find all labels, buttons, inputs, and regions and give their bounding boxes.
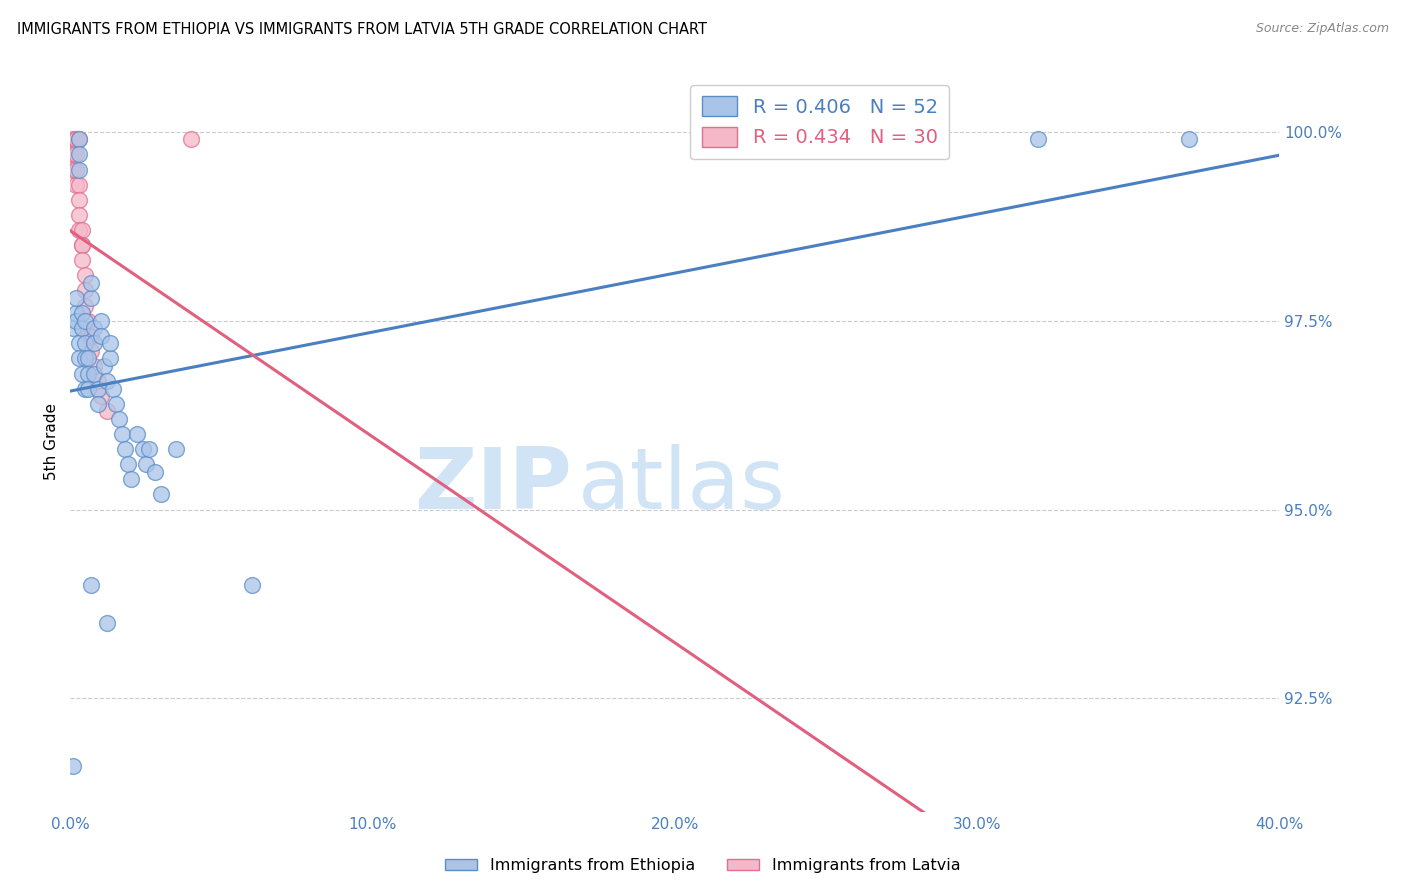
Point [65, 313, 87, 327]
Point [1026, 132, 1049, 146]
Point [111, 427, 134, 442]
Point [72, 367, 94, 381]
Point [67, 132, 90, 146]
Point [125, 427, 148, 442]
Point [67, 351, 90, 366]
Point [86, 374, 108, 388]
Point [65, 306, 87, 320]
Point [135, 457, 157, 471]
Point [62, 147, 84, 161]
Point [120, 472, 142, 486]
Point [75, 382, 97, 396]
Point [80, 291, 103, 305]
Point [65, 132, 87, 146]
Point [75, 351, 97, 366]
Point [138, 442, 160, 456]
Point [90, 328, 111, 343]
Point [77, 328, 100, 343]
Point [93, 359, 115, 373]
Point [77, 382, 100, 396]
Point [83, 321, 105, 335]
Point [150, 487, 172, 501]
Point [62, 147, 84, 161]
Point [117, 457, 139, 471]
Point [80, 276, 103, 290]
Point [75, 299, 97, 313]
Point [83, 359, 105, 373]
Legend: R = 0.406   N = 52, R = 0.434   N = 30: R = 0.406 N = 52, R = 0.434 N = 30 [690, 85, 949, 159]
Point [98, 351, 121, 366]
Point [240, 578, 263, 592]
Point [80, 343, 103, 358]
Point [72, 223, 94, 237]
Text: atlas: atlas [578, 444, 786, 527]
Point [180, 132, 202, 146]
Text: ZIP: ZIP [415, 444, 572, 527]
Point [72, 238, 94, 252]
Point [65, 162, 87, 177]
Point [62, 321, 84, 335]
Point [67, 178, 90, 192]
Point [72, 321, 94, 335]
Point [62, 132, 84, 146]
Text: IMMIGRANTS FROM ETHIOPIA VS IMMIGRANTS FROM LATVIA 5TH GRADE CORRELATION CHART: IMMIGRANTS FROM ETHIOPIA VS IMMIGRANTS F… [17, 22, 707, 37]
Point [83, 367, 105, 381]
Point [75, 268, 97, 283]
Point [72, 306, 94, 320]
Point [65, 147, 87, 161]
Point [86, 397, 108, 411]
Point [65, 291, 87, 305]
Point [67, 208, 90, 222]
Point [98, 336, 121, 351]
Point [67, 132, 90, 146]
Point [75, 336, 97, 351]
Point [86, 382, 108, 396]
Point [107, 412, 129, 426]
Point [132, 442, 155, 456]
Point [165, 442, 187, 456]
Point [67, 193, 90, 207]
Point [80, 328, 103, 343]
Point [90, 313, 111, 327]
Point [67, 336, 90, 351]
Point [72, 253, 94, 268]
Text: Source: ZipAtlas.com: Source: ZipAtlas.com [1256, 22, 1389, 36]
Point [67, 162, 90, 177]
Point [77, 367, 100, 381]
Point [143, 465, 166, 479]
Point [77, 313, 100, 327]
Point [67, 147, 90, 161]
Point [83, 336, 105, 351]
Point [80, 578, 103, 592]
Point [1178, 132, 1201, 146]
Point [75, 284, 97, 298]
Legend: Immigrants from Ethiopia, Immigrants from Latvia: Immigrants from Ethiopia, Immigrants fro… [439, 852, 967, 880]
Point [75, 313, 97, 327]
Point [96, 615, 118, 630]
Point [65, 132, 87, 146]
Point [72, 238, 94, 252]
Point [101, 382, 124, 396]
Point [96, 404, 118, 418]
Point [62, 162, 84, 177]
Point [65, 178, 87, 192]
Y-axis label: 5th Grade: 5th Grade [44, 403, 59, 480]
Point [104, 397, 127, 411]
Point [67, 223, 90, 237]
Point [62, 759, 84, 773]
Point [96, 374, 118, 388]
Point [77, 351, 100, 366]
Point [90, 389, 111, 403]
Point [114, 442, 136, 456]
